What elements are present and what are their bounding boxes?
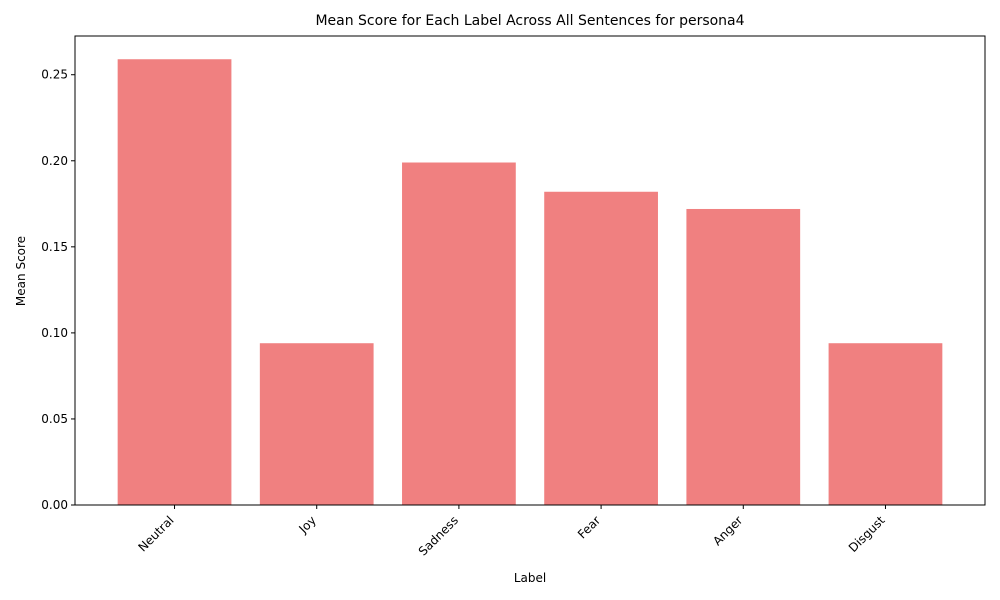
y-tick-label: 0.25 bbox=[41, 68, 68, 82]
x-tick-label: Anger bbox=[710, 513, 745, 548]
bar-fear bbox=[544, 191, 658, 505]
y-tick-label: 0.20 bbox=[41, 154, 68, 168]
x-tick-label: Neutral bbox=[135, 513, 176, 554]
bar-joy bbox=[259, 343, 374, 505]
bar-neutral bbox=[117, 59, 232, 505]
bar-disgust bbox=[828, 343, 943, 505]
plot-frame bbox=[74, 35, 986, 506]
chart-title: Mean Score for Each Label Across All Sen… bbox=[315, 13, 744, 29]
x-axis-ticks: Neutral Joy Sadness Fear Anger Disgust bbox=[135, 505, 888, 559]
bar-sadness bbox=[402, 162, 516, 505]
bar-anger bbox=[686, 208, 801, 505]
x-tick-label: Fear bbox=[575, 513, 603, 541]
x-tick-label: Sadness bbox=[416, 513, 461, 558]
x-tick-label: Disgust bbox=[846, 513, 888, 555]
y-tick-label: 0.05 bbox=[41, 412, 68, 426]
y-axis-ticks: 0.00 0.05 0.10 0.15 0.20 0.25 bbox=[41, 68, 75, 512]
y-tick-label: 0.00 bbox=[41, 498, 68, 512]
y-tick-label: 0.10 bbox=[41, 326, 68, 340]
bars-group bbox=[117, 59, 943, 505]
y-tick-label: 0.15 bbox=[41, 240, 68, 254]
x-axis-title: Label bbox=[514, 571, 546, 585]
y-axis-title: Mean Score bbox=[14, 236, 28, 306]
x-tick-label: Joy bbox=[296, 513, 319, 536]
